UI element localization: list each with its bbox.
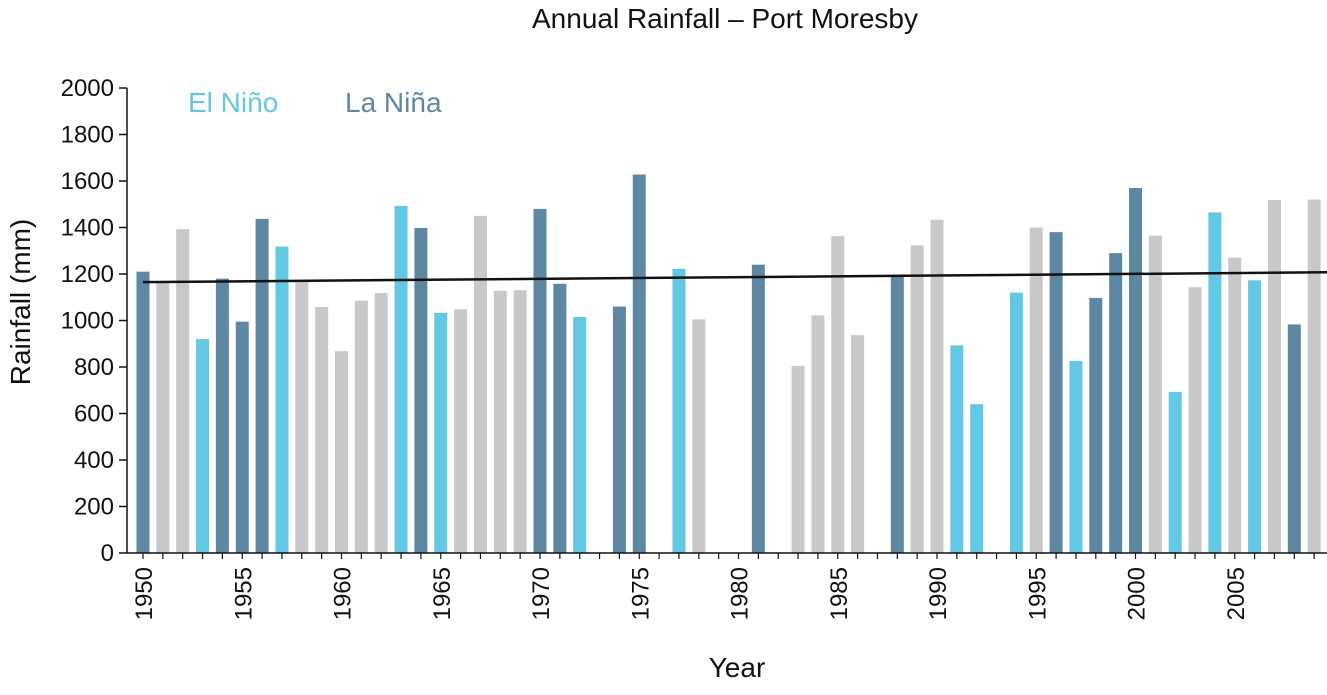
- bar-1954: [215, 278, 229, 553]
- bar-1999: [1109, 253, 1123, 553]
- x-tick-label: 2000: [1124, 567, 1151, 620]
- bars: [136, 174, 1321, 554]
- bar-1989: [910, 245, 924, 553]
- x-tick-label: 1955: [230, 567, 257, 620]
- bar-2009: [1307, 199, 1321, 553]
- y-tick-label: 1600: [61, 168, 114, 195]
- bar-1966: [454, 309, 468, 553]
- bar-1992: [970, 404, 984, 553]
- bar-1967: [473, 215, 487, 553]
- y-axis-label: Rainfall (mm): [5, 219, 36, 385]
- bar-1951: [156, 282, 170, 553]
- x-axis-label: Year: [709, 652, 766, 683]
- y-tick-label: 1400: [61, 215, 114, 242]
- bar-1978: [692, 319, 706, 553]
- bar-1953: [196, 339, 210, 553]
- x-axis-ticks: 1950 1955 1960 1965 1970 1975 1980 1985 1990 1995…: [131, 553, 1315, 620]
- bar-2003: [1188, 287, 1202, 553]
- legend-el-nino: El Niño: [188, 87, 278, 118]
- bar-1988: [890, 276, 904, 553]
- bar-1981: [751, 264, 765, 553]
- bar-1998: [1089, 297, 1103, 553]
- bar-1956: [255, 218, 269, 553]
- bar-1986: [851, 335, 865, 553]
- bar-1969: [513, 290, 527, 553]
- bar-1984: [811, 315, 825, 553]
- x-tick-label: 1950: [131, 567, 158, 620]
- bar-2007: [1267, 200, 1281, 553]
- bar-1975: [632, 174, 646, 554]
- bar-1974: [612, 306, 626, 553]
- bar-1996: [1049, 232, 1063, 553]
- x-tick-label: 1985: [826, 567, 853, 620]
- bar-1994: [1009, 292, 1023, 553]
- y-tick-label: 1800: [61, 122, 114, 149]
- bar-1962: [374, 293, 388, 553]
- x-tick-label: 1960: [330, 567, 357, 620]
- bar-1965: [434, 312, 448, 553]
- y-tick-label: 2000: [61, 75, 114, 102]
- bar-1995: [1029, 227, 1043, 553]
- bar-1983: [791, 365, 805, 553]
- bar-2002: [1168, 391, 1182, 553]
- bar-1991: [950, 345, 964, 553]
- x-tick-label: 1980: [727, 567, 754, 620]
- x-tick-label: 1970: [528, 567, 555, 620]
- bar-2004: [1208, 212, 1222, 553]
- y-tick-label: 1200: [61, 261, 114, 288]
- y-tick-label: 400: [74, 447, 114, 474]
- bar-1961: [354, 300, 368, 553]
- bar-1977: [672, 268, 686, 553]
- bar-1964: [414, 227, 428, 553]
- y-axis-ticks: 0 200 400 600 800 1000 1200 1400 1600 1800 2000: [61, 75, 127, 567]
- y-tick-label: 800: [74, 354, 114, 381]
- bar-1960: [335, 351, 348, 553]
- chart-title: Annual Rainfall – Port Moresby: [532, 3, 918, 34]
- bar-1985: [831, 236, 845, 554]
- bar-1959: [315, 307, 329, 553]
- bar-2006: [1248, 280, 1262, 553]
- y-tick-label: 1000: [61, 308, 114, 335]
- trend-line: [142, 271, 1327, 284]
- bar-1972: [573, 317, 587, 553]
- bar-1955: [235, 321, 249, 553]
- bar-1963: [394, 205, 408, 553]
- bar-2005: [1228, 257, 1242, 553]
- y-tick-label: 0: [101, 540, 114, 567]
- x-tick-label: 1965: [429, 567, 456, 620]
- x-tick-label: 1975: [627, 567, 654, 620]
- bar-1950: [136, 271, 150, 553]
- bar-1957: [275, 246, 289, 553]
- bar-1990: [930, 219, 944, 553]
- bar-1968: [493, 290, 507, 553]
- y-tick-label: 200: [74, 494, 114, 521]
- bar-1997: [1069, 360, 1083, 553]
- bar-2008: [1287, 324, 1301, 553]
- bar-1952: [176, 229, 190, 553]
- bar-1958: [295, 282, 309, 553]
- bar-2001: [1148, 235, 1162, 553]
- legend-la-nina: La Niña: [345, 87, 442, 118]
- y-tick-label: 600: [74, 401, 114, 428]
- x-tick-label: 1995: [1024, 567, 1051, 620]
- bar-1971: [553, 283, 567, 553]
- x-tick-label: 2005: [1223, 567, 1250, 620]
- x-tick-label: 1990: [925, 567, 952, 620]
- bar-2000: [1129, 187, 1142, 553]
- bar-1970: [533, 208, 547, 553]
